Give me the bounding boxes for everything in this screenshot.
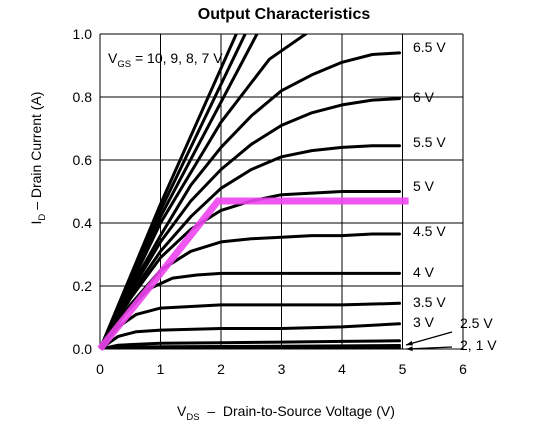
- arrow-head-icon: [406, 346, 413, 352]
- y-axis-label: ID – Drain Current (A): [28, 92, 48, 225]
- x-axis-label: VDS – Drain-to-Source Voltage (V): [177, 403, 395, 423]
- curve-vgs-5_5: [100, 144, 401, 349]
- curve-vgs-1: [100, 346, 401, 349]
- vgs-annotation: VGS = 10, 9, 8, 7 V: [108, 50, 223, 70]
- x-tick-label: 3: [278, 361, 286, 377]
- y-tick-label: 0.8: [73, 89, 93, 105]
- leader-line: [405, 331, 453, 346]
- curve-labels: 6.5 V 6 V 5.5 V 5 V 4.5 V 4 V 3.5 V 3 V 2.5 V 2, …: [405, 39, 497, 353]
- y-tick-label: 0.2: [73, 278, 93, 294]
- curve-label: 3.5 V: [413, 294, 446, 310]
- x-tick-label: 1: [157, 361, 165, 377]
- curve-vgs-2_5: [100, 339, 401, 349]
- curve-label: 5 V: [413, 178, 435, 194]
- x-tick-label: 0: [96, 361, 104, 377]
- y-tick-label: 1.0: [73, 26, 93, 42]
- chart-title: Output Characteristics: [198, 6, 371, 23]
- curve-vgs-3: [100, 322, 401, 349]
- curve-label: 6.5 V: [413, 39, 446, 55]
- grid: [99, 33, 464, 350]
- x-tick-label: 4: [338, 361, 346, 377]
- curves: [100, 34, 401, 349]
- x-tick-label: 2: [217, 361, 225, 377]
- leader-line: [405, 346, 453, 350]
- arrow-head-icon: [406, 340, 413, 346]
- y-tick-label: 0.6: [73, 152, 93, 168]
- curve-label: 2.5 V: [460, 315, 493, 331]
- curve-label: 2, 1 V: [460, 337, 497, 353]
- curve-label: 4 V: [413, 264, 435, 280]
- curve-vgs-6: [100, 97, 401, 349]
- curve-label: 6 V: [413, 89, 435, 105]
- x-tick-label: 6: [459, 361, 467, 377]
- curve-label: 5.5 V: [413, 134, 446, 150]
- highlight-load-line: [97, 197, 409, 352]
- curve-vgs-6_5: [100, 51, 401, 349]
- curve-vgs-7: [100, 34, 309, 349]
- tick-labels: 0 1 2 3 4 5 6 0.0 0.2 0.4 0.6 0.8 1.0: [73, 26, 468, 377]
- curve-label: 3 V: [413, 314, 435, 330]
- x-tick-label: 5: [399, 361, 407, 377]
- curve-label: 4.5 V: [413, 223, 446, 239]
- y-tick-label: 0.4: [73, 215, 93, 231]
- y-tick-label: 0.0: [73, 341, 93, 357]
- highlight-overlay: [97, 197, 409, 352]
